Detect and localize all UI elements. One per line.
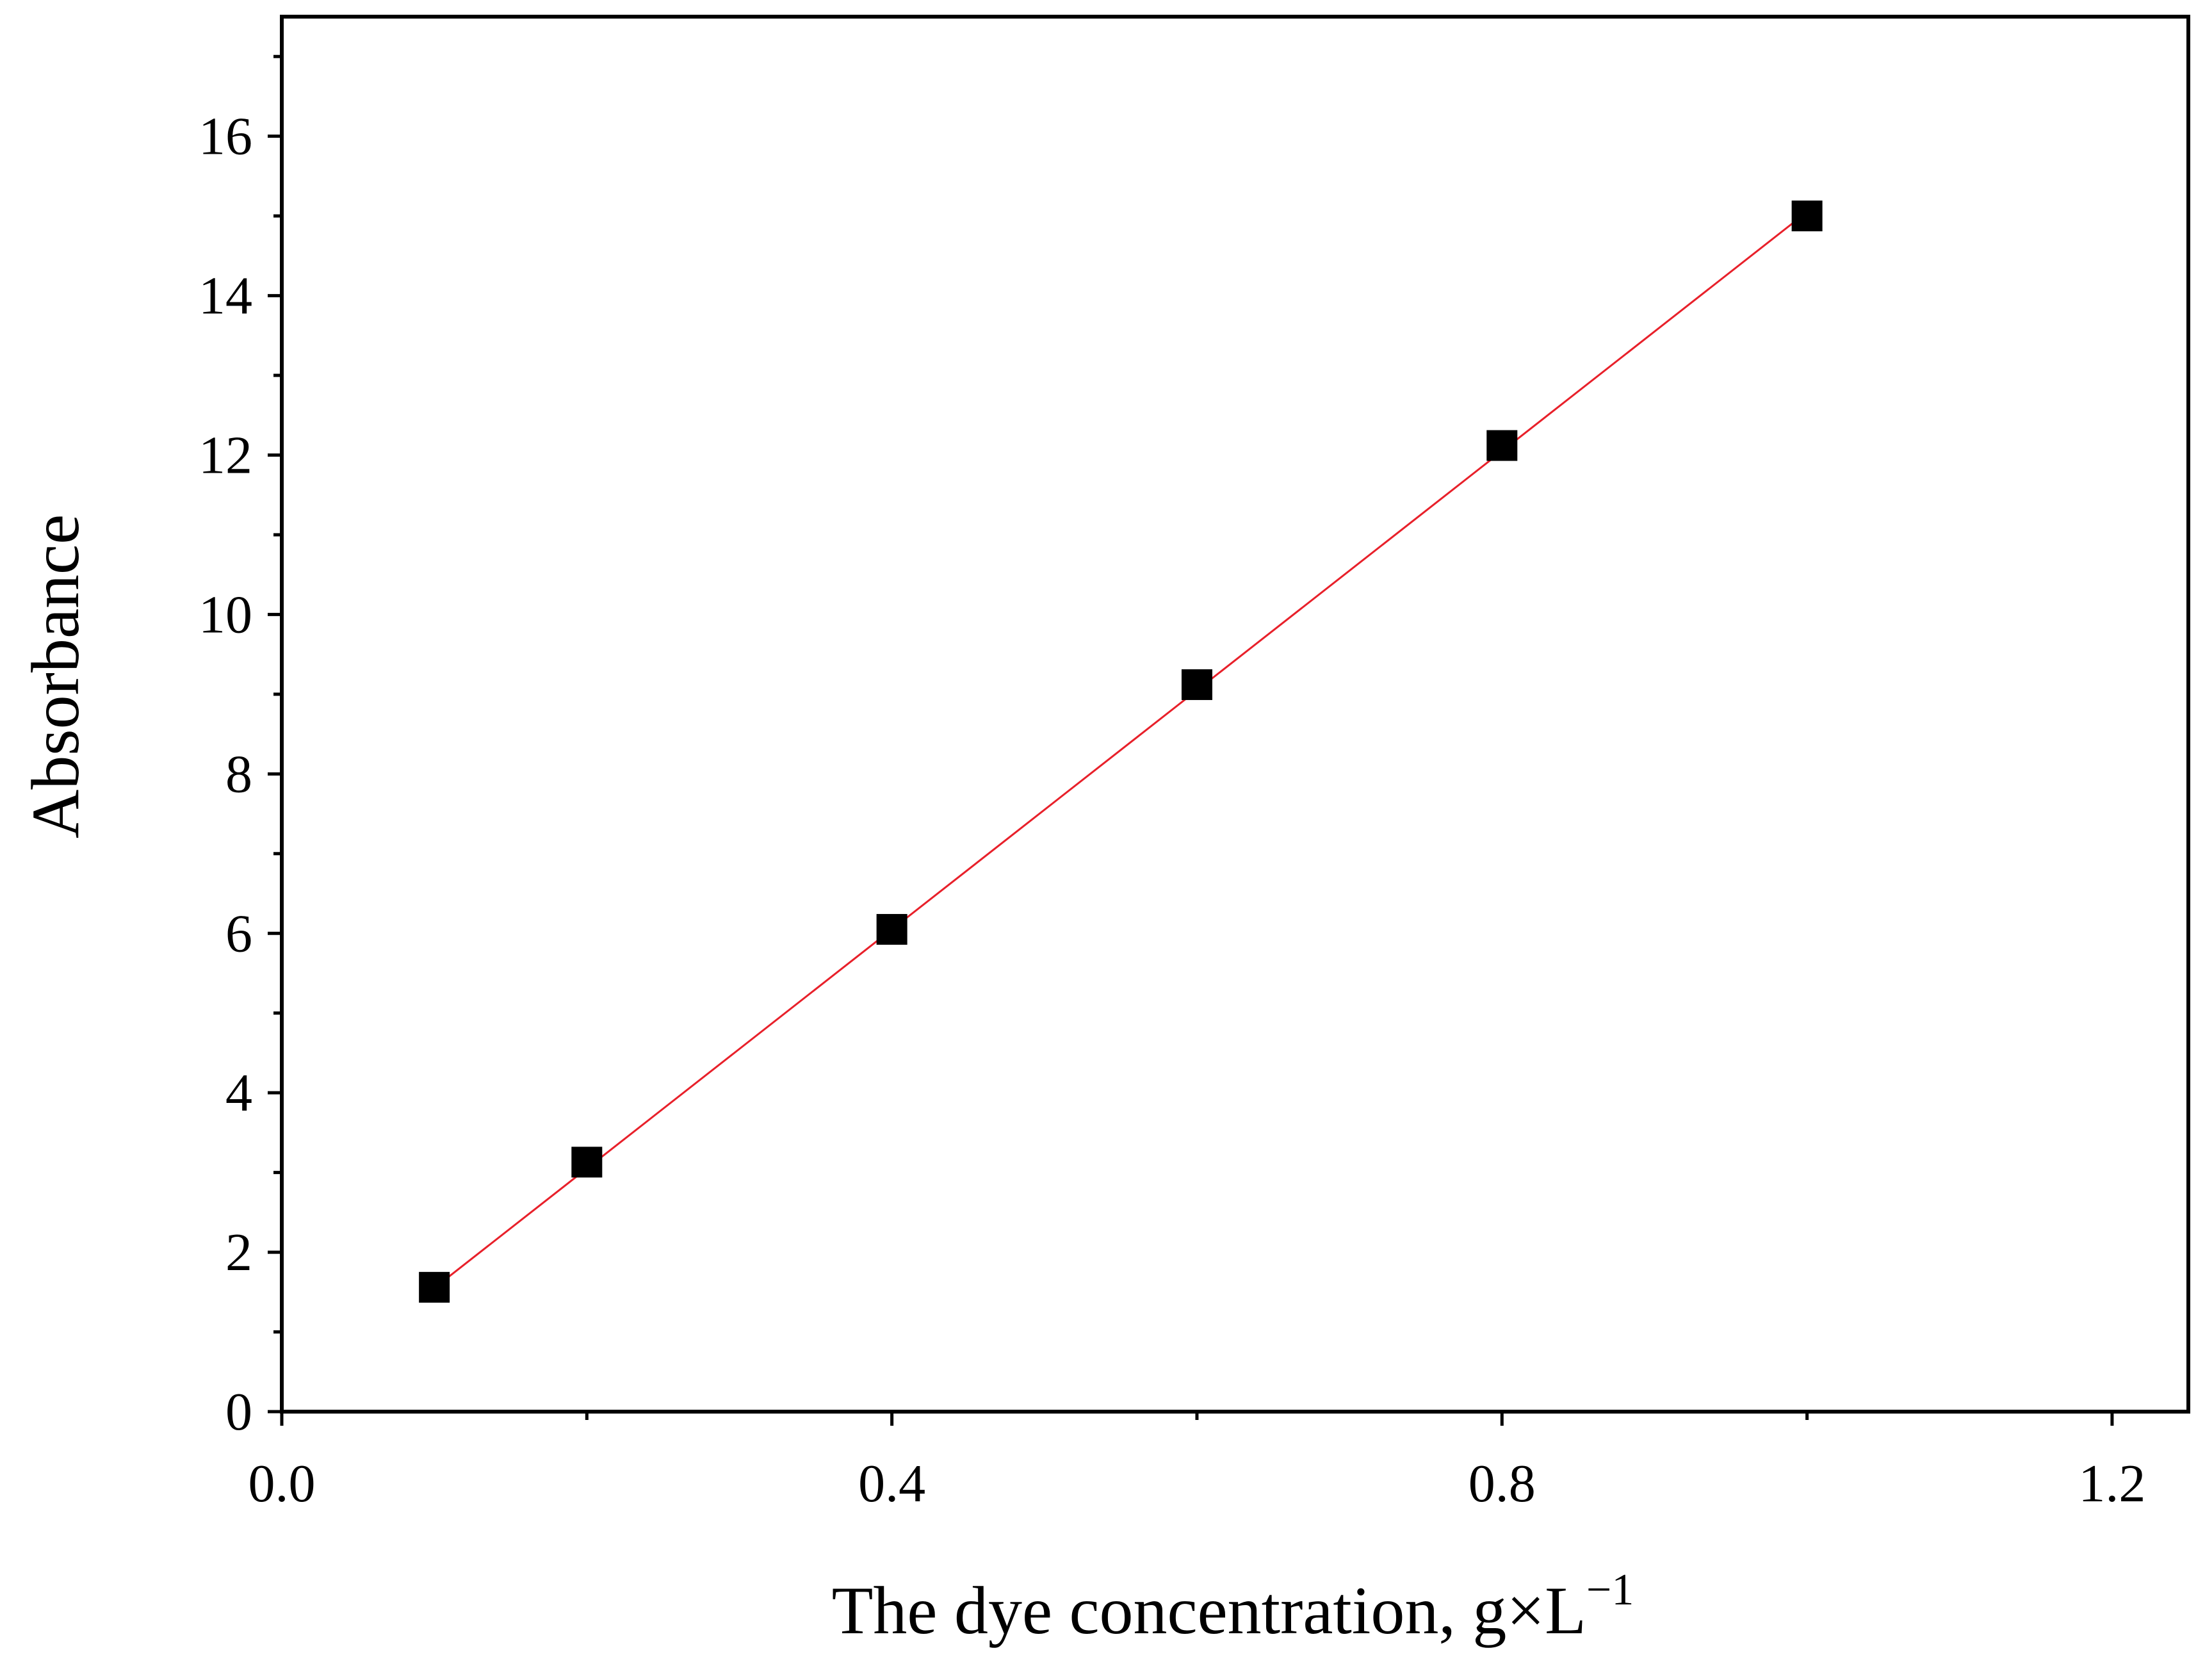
y-tick-label: 16: [199, 107, 252, 167]
x-axis-label-text: The dye concentration, g×L: [832, 1573, 1586, 1648]
data-point: [876, 914, 907, 945]
y-tick-label: 4: [225, 1063, 252, 1123]
y-tick-label: 10: [199, 585, 252, 644]
x-tick-label: 1.2: [2078, 1454, 2145, 1513]
x-tick-label: 0.4: [858, 1454, 925, 1513]
data-point: [1486, 430, 1518, 461]
x-axis-label: The dye concentration, g×L−1: [832, 1565, 1634, 1648]
x-tick-label: 0.8: [1469, 1454, 1536, 1513]
y-tick-label: 6: [225, 904, 252, 963]
y-axis-label: Absorbance: [18, 514, 93, 838]
fit-line: [434, 211, 1808, 1289]
x-tick-label: 0.0: [248, 1454, 316, 1513]
y-tick-label: 2: [225, 1223, 252, 1282]
x-axis-label-superscript: −1: [1586, 1565, 1634, 1615]
data-point: [419, 1271, 450, 1303]
plot-frame: [280, 15, 2190, 1414]
y-tick-label: 14: [199, 266, 252, 326]
data-point: [1791, 200, 1823, 232]
y-tick-label: 8: [225, 744, 252, 804]
y-tick-label: 12: [199, 426, 252, 485]
data-point: [1181, 669, 1212, 700]
y-tick-label: 0: [225, 1382, 252, 1442]
data-point: [571, 1146, 603, 1178]
